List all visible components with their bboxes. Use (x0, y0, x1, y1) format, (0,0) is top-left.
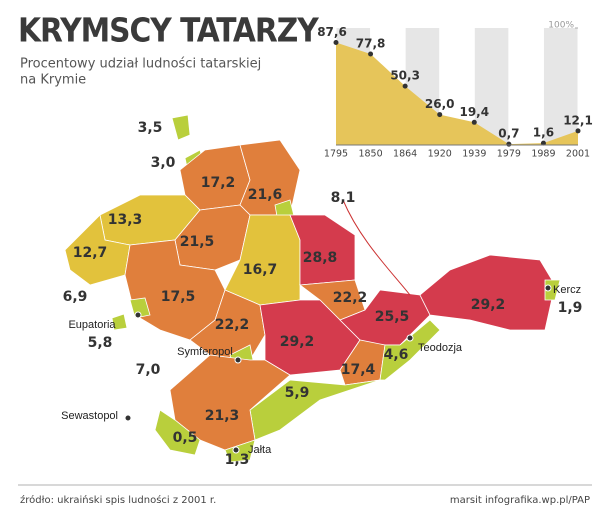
value-label: 5,8 (88, 335, 113, 351)
city-label: Jałta (248, 444, 272, 456)
city-dot (234, 356, 242, 364)
map: 3,5 3,0 17,2 21,6 8,1 13,3 12,7 21,5 16,7 28,8 17,… (61, 114, 583, 468)
value-label: 22,2 (215, 317, 250, 333)
value-label: 6,9 (63, 289, 88, 305)
point (402, 83, 408, 89)
x-tick-label: 1920 (428, 149, 452, 160)
x-tick-label: 1864 (393, 149, 417, 160)
city-dot (544, 284, 552, 292)
city-label: Symferopol (177, 346, 233, 358)
city-dot (232, 446, 240, 454)
credit: marsit infografika.wp.pl/PAP (450, 495, 590, 506)
point (437, 112, 443, 118)
region (111, 313, 128, 331)
value-label: 3,5 (138, 120, 163, 136)
point (540, 140, 546, 146)
value-label: 12,7 (73, 245, 108, 261)
value-label: 1,9 (558, 300, 583, 316)
value-label: 13,3 (108, 212, 143, 228)
area (336, 42, 578, 146)
city-label: Eupatoria (68, 319, 116, 331)
city-dot (406, 334, 414, 342)
value-label: 17,2 (201, 175, 236, 191)
source: źródło: ukraiński spis ludności z 2001 r… (20, 494, 216, 506)
x-tick-label: 1979 (497, 149, 521, 160)
value-label: 50,3 (390, 69, 420, 83)
value-label: 16,7 (243, 262, 278, 278)
value-label: 77,8 (356, 36, 386, 50)
value-label: 87,6 (317, 25, 347, 39)
point (368, 51, 374, 57)
city-dot (134, 311, 142, 319)
value-label: 28,8 (303, 250, 338, 266)
x-tick-label: 1850 (358, 149, 382, 160)
value-label: 17,4 (341, 362, 376, 378)
value-label: 4,6 (384, 347, 409, 363)
region (339, 289, 431, 346)
value-label: 22,2 (333, 290, 368, 306)
value-label: 29,2 (280, 334, 315, 350)
stripe (474, 28, 509, 145)
x-tick-label: 1795 (324, 149, 348, 160)
value-label: 21,6 (248, 187, 283, 203)
value-label: 7,0 (136, 362, 161, 378)
y-tick-label: 100% (548, 21, 574, 31)
city-label: Teodozja (418, 342, 463, 354)
value-label: 25,5 (375, 309, 410, 325)
value-label: 26,0 (425, 97, 455, 111)
point (575, 128, 581, 134)
region (171, 114, 191, 141)
city-label: Kercz (553, 284, 581, 296)
region (419, 254, 556, 331)
value-label: 17,5 (161, 289, 196, 305)
value-label: 5,9 (285, 385, 310, 401)
subtitle: na Krymie (20, 73, 86, 88)
x-tick-label: 2001 (566, 149, 590, 160)
x-tick-label: 1989 (531, 149, 555, 160)
region (129, 297, 151, 319)
value-label: 8,1 (331, 190, 356, 206)
value-label: 3,0 (151, 155, 176, 171)
value-label: 12,1 (563, 113, 593, 127)
region (379, 319, 441, 381)
city-dot (124, 414, 132, 422)
region (224, 439, 256, 463)
value-label: 0,5 (173, 430, 198, 446)
title: KRYMSCY TATARZY (18, 11, 319, 50)
stripe (508, 28, 544, 145)
stripe (543, 28, 578, 145)
value-label: 0,7 (498, 127, 519, 141)
leader (342, 199, 411, 296)
value-label: 1,6 (533, 126, 554, 140)
point (333, 40, 339, 46)
region (189, 289, 266, 361)
point (506, 141, 512, 147)
city-label: Sewastopol (61, 410, 118, 422)
region (154, 409, 201, 456)
value-label: 21,3 (205, 408, 240, 424)
point (471, 119, 477, 125)
value-label: 1,3 (225, 452, 250, 468)
value-label: 19,4 (459, 105, 489, 119)
subtitle: Procentowy udział ludności tatarskiej (20, 57, 261, 72)
area-chart: 1795 1850 1864 1920 1939 1979 1989 2001 100% 87,6… (317, 21, 593, 160)
value-label: 21,5 (180, 234, 215, 250)
value-label: 29,2 (471, 297, 506, 313)
x-tick-label: 1939 (462, 149, 486, 160)
region (249, 379, 381, 441)
